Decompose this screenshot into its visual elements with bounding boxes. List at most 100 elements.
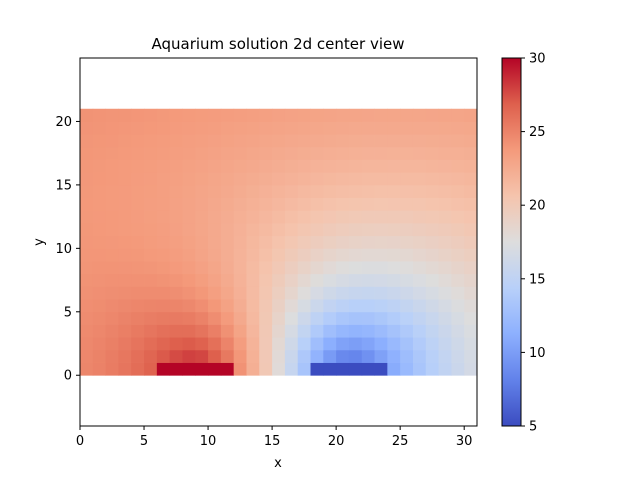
heatmap-cell xyxy=(425,159,439,173)
heatmap-cell xyxy=(259,184,273,198)
heatmap-cell xyxy=(169,261,183,275)
heatmap-cell xyxy=(220,261,235,275)
heatmap-cell xyxy=(208,261,222,275)
heatmap-cell xyxy=(233,362,247,376)
heatmap-cell xyxy=(425,108,439,122)
heatmap-cell xyxy=(195,210,209,224)
heatmap-cell xyxy=(284,248,299,262)
heatmap-cell xyxy=(220,134,235,148)
heatmap-cell xyxy=(348,222,363,237)
heatmap-cell xyxy=(131,184,145,198)
x-tick-label: 5 xyxy=(140,434,148,449)
heatmap-cell xyxy=(233,299,247,313)
heatmap-cell xyxy=(336,261,350,275)
heatmap-cell xyxy=(195,146,209,160)
heatmap-cell xyxy=(220,197,235,211)
heatmap-cell xyxy=(425,134,439,148)
plot-frame xyxy=(79,57,478,427)
heatmap-cell xyxy=(105,349,119,363)
heatmap-cell xyxy=(208,159,222,173)
colorbar-tick-label: 20 xyxy=(529,199,546,214)
heatmap-cell xyxy=(182,324,196,338)
heatmap-cell xyxy=(259,210,273,224)
y-axis-label: y xyxy=(32,238,47,246)
heatmap-cell xyxy=(208,184,222,198)
heatmap-cell xyxy=(182,337,196,351)
heatmap-cell xyxy=(272,286,286,300)
x-tick-label: 25 xyxy=(392,434,409,449)
heatmap-cell xyxy=(259,222,273,237)
heatmap-cell xyxy=(156,121,171,135)
heatmap-cell xyxy=(361,210,375,224)
heatmap-cell xyxy=(451,299,465,313)
heatmap-cell xyxy=(131,146,145,160)
heatmap-cell xyxy=(323,362,337,376)
heatmap-cell xyxy=(425,121,439,135)
heatmap-cell xyxy=(400,134,414,148)
heatmap-cell xyxy=(80,184,94,198)
heatmap-cell xyxy=(451,324,465,338)
heatmap-cell xyxy=(348,184,363,198)
heatmap-cell xyxy=(246,197,260,211)
heatmap-cell xyxy=(92,235,107,249)
heatmap-cell xyxy=(169,197,183,211)
heatmap-cell xyxy=(297,172,311,186)
heatmap-cell xyxy=(323,146,337,160)
heatmap-cell xyxy=(259,134,273,148)
heatmap-cell xyxy=(438,210,452,224)
heatmap-cell xyxy=(233,235,247,249)
heatmap-cell xyxy=(156,286,171,300)
heatmap-cell xyxy=(220,172,235,186)
heatmap-cell xyxy=(310,362,324,376)
heatmap-cell xyxy=(220,210,235,224)
heatmap-cell xyxy=(451,134,465,148)
heatmap-cell xyxy=(425,248,439,262)
heatmap-cell xyxy=(118,108,132,122)
heatmap-cell xyxy=(80,248,94,262)
heatmap-cell xyxy=(195,362,209,376)
heatmap-cell xyxy=(208,337,222,351)
heatmap-cell xyxy=(323,172,337,186)
heatmap-cell xyxy=(412,324,427,338)
heatmap-cell xyxy=(156,184,171,198)
colorbar xyxy=(501,57,522,427)
heatmap-cell xyxy=(131,172,145,186)
heatmap-cell xyxy=(412,248,427,262)
heatmap-cell xyxy=(323,197,337,211)
heatmap-cell xyxy=(118,121,132,135)
heatmap-cell xyxy=(374,299,388,313)
x-axis-label: x xyxy=(274,456,282,471)
heatmap-cell xyxy=(80,299,94,313)
heatmap-cell xyxy=(425,337,439,351)
heatmap-cell xyxy=(387,248,401,262)
heatmap-cell xyxy=(374,134,388,148)
heatmap-cell xyxy=(118,184,132,198)
heatmap-cell xyxy=(220,121,235,135)
heatmap-cell xyxy=(246,337,260,351)
heatmap-cell xyxy=(92,134,107,148)
heatmap-cell xyxy=(169,299,183,313)
heatmap-cell xyxy=(451,349,465,363)
heatmap-cell xyxy=(118,197,132,211)
heatmap-cell xyxy=(92,172,107,186)
heatmap-cell xyxy=(118,349,132,363)
heatmap-cell xyxy=(425,210,439,224)
heatmap-cell xyxy=(425,311,439,325)
heatmap-cell xyxy=(336,349,350,363)
heatmap-cell xyxy=(400,108,414,122)
heatmap-cell xyxy=(451,273,465,287)
heatmap-cell xyxy=(348,248,363,262)
heatmap-cell xyxy=(451,184,465,198)
heatmap-cell xyxy=(80,134,94,148)
heatmap-cell xyxy=(464,235,478,249)
heatmap-cell xyxy=(400,184,414,198)
heatmap-cell xyxy=(438,248,452,262)
heatmap-cell xyxy=(118,248,132,262)
heatmap-cell xyxy=(195,172,209,186)
heatmap-cell xyxy=(144,121,158,135)
heatmap-cell xyxy=(80,108,94,122)
heatmap-cell xyxy=(118,273,132,287)
heatmap-cell xyxy=(284,349,299,363)
heatmap-cell xyxy=(400,210,414,224)
